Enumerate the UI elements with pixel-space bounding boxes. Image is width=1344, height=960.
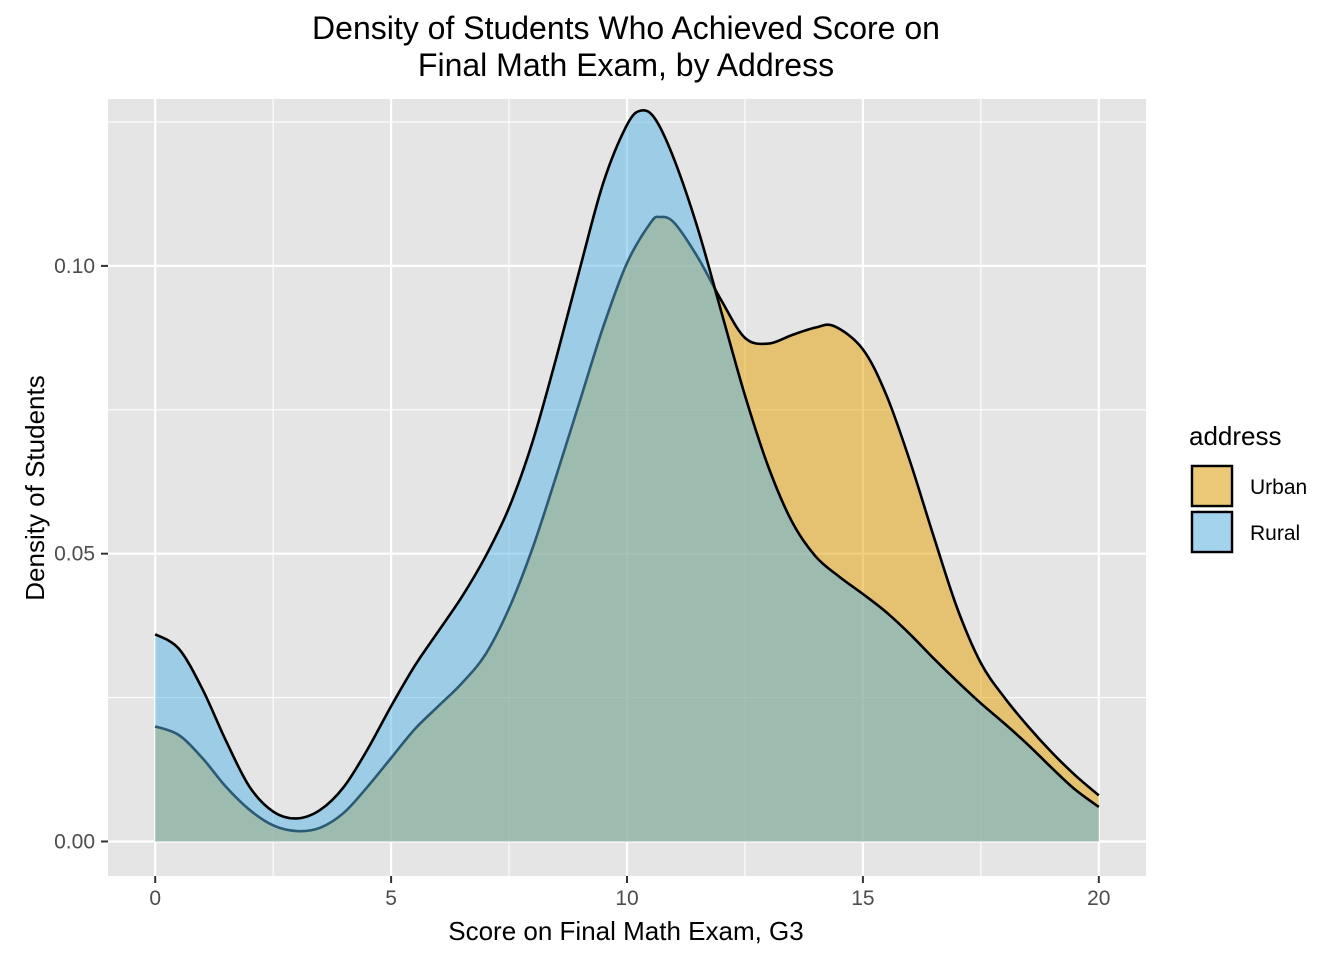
legend-label-urban: Urban xyxy=(1250,476,1307,499)
chart-title: Density of Students Who Achieved Score o… xyxy=(312,10,940,83)
legend-swatch-urban xyxy=(1190,464,1234,508)
x-tick-label: 15 xyxy=(851,887,874,910)
rural-density-area xyxy=(155,110,1099,842)
rural-density-line xyxy=(154,108,1100,820)
x-tick-label: 20 xyxy=(1087,887,1110,910)
x-tick-label: 10 xyxy=(615,887,638,910)
x-tick-label: 5 xyxy=(385,887,397,910)
y-tick-label: 0.00 xyxy=(54,830,95,853)
y-axis: 0.00 0.05 0.10 xyxy=(54,255,108,853)
y-tick-label: 0.05 xyxy=(54,543,95,566)
legend-swatch-rural xyxy=(1190,510,1234,554)
x-axis: 0 5 10 15 20 xyxy=(149,876,1110,910)
chart-title-line-2: Final Math Exam, by Address xyxy=(418,47,834,83)
x-axis-title: Score on Final Math Exam, G3 xyxy=(448,916,803,946)
legend-title: address xyxy=(1189,421,1282,451)
y-axis-title: Density of Students xyxy=(20,375,50,600)
y-tick-label: 0.10 xyxy=(54,255,95,278)
legend: address Urban Rural xyxy=(1189,421,1307,554)
density-areas xyxy=(154,108,1100,842)
x-tick-label: 0 xyxy=(149,887,161,910)
legend-label-rural: Rural xyxy=(1250,522,1300,545)
chart-title-line-1: Density of Students Who Achieved Score o… xyxy=(312,10,940,46)
